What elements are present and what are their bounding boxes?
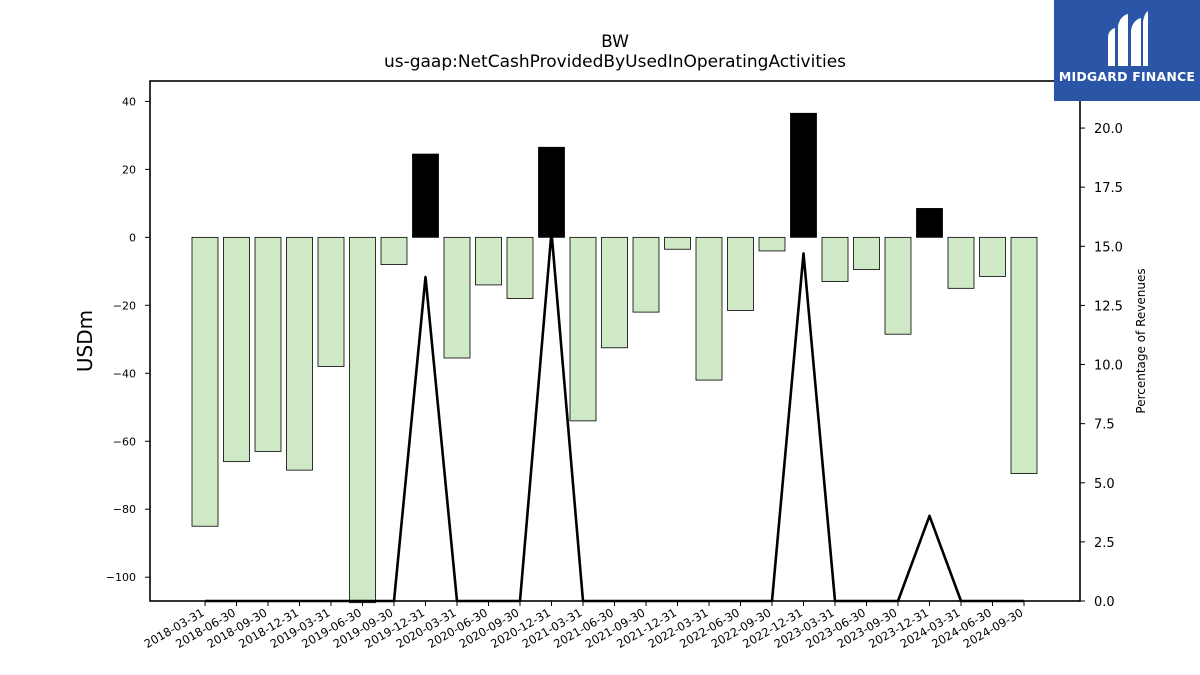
bar-2020-12-31 [538,146,565,238]
bar-2019-09-30 [380,236,408,265]
bar-2023-09-30 [884,236,912,335]
y-tick-label: 20 [122,163,136,176]
bar-2019-06-30 [349,236,376,604]
bar-2023-12-31 [916,208,943,238]
bar-2024-06-30 [979,236,1006,277]
bar-2024-03-31 [947,236,975,289]
bar-2021-03-31 [569,236,597,422]
y-axis-right: 0.0 2.5 5.0 7.5 10.0 12.5 15.0 17.5 20.0 [1080,122,1123,610]
y2-tick-label: 5.0 [1094,477,1115,492]
bar-2023-03-31 [821,236,849,282]
bar-2020-06-30 [475,236,502,286]
bar-2021-06-30 [601,236,628,349]
x-axis: 2018-03-312018-06-302018-09-302018-12-31… [142,601,1026,651]
y2-tick-label: 12.5 [1094,299,1123,314]
y2-tick-label: 0.0 [1094,595,1115,610]
plot-frame [149,80,1081,602]
bar-2019-03-31 [317,236,345,367]
bar-2024-09-30 [1010,236,1038,474]
y-tick-label: 40 [122,95,136,108]
bar-2018-03-31 [191,236,219,527]
brand-name: MIDGARD FINANCE [1058,69,1196,84]
chart-subtitle: us-gaap:NetCashProvidedByUsedInOperating… [383,52,847,72]
y-axis-label: USDm [73,310,97,372]
y2-tick-label: 15.0 [1094,240,1123,255]
bar-2021-12-31 [664,236,691,250]
y-tick-label: 0 [129,231,136,244]
bar-2022-03-31 [695,236,723,381]
y2-tick-label: 7.5 [1094,418,1115,433]
y2-tick-label: 17.5 [1094,181,1123,196]
y-tick-label: −40 [113,367,136,380]
y2-tick-label: 2.5 [1094,536,1115,551]
bar-2022-06-30 [727,236,754,311]
bar-2018-06-30 [223,236,250,463]
y-axis-left: 40 20 0 −20 −40 −60 −80 −100 [106,95,150,584]
bar-2020-03-31 [443,236,471,359]
y2-tick-label: 10.0 [1094,359,1123,374]
y-tick-label: −100 [106,571,136,584]
y-tick-label: −60 [113,435,136,448]
brand-logo: MIDGARD FINANCE [1054,0,1200,101]
bar-2018-09-30 [254,236,282,452]
chart-title: BW [601,32,629,52]
midgard-logo-icon [1108,11,1148,66]
bar-2022-09-30 [758,236,786,252]
bar-2023-06-30 [853,236,880,271]
bar-2018-12-31 [286,236,313,471]
bar-2022-12-31 [790,112,817,238]
bar-2020-09-30 [506,236,534,299]
y2-axis-label: Percentage of Revenues [1134,268,1148,413]
bar-2019-12-31 [412,153,439,238]
y-tick-label: −80 [113,503,136,516]
y2-tick-label: 20.0 [1094,122,1123,137]
bars-layer [191,112,1038,604]
y-tick-label: −20 [113,299,136,312]
bar-2021-09-30 [632,236,660,313]
